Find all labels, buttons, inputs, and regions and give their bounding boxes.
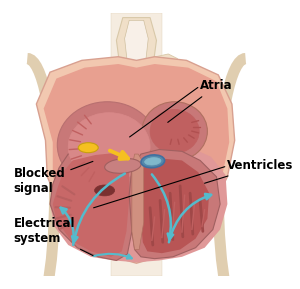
- Polygon shape: [111, 13, 162, 276]
- Ellipse shape: [105, 158, 141, 173]
- Polygon shape: [53, 153, 129, 257]
- Polygon shape: [124, 20, 148, 82]
- Text: Ventricles: Ventricles: [205, 159, 294, 183]
- Polygon shape: [116, 18, 156, 90]
- Ellipse shape: [78, 143, 98, 153]
- Polygon shape: [144, 54, 177, 79]
- Polygon shape: [132, 154, 144, 250]
- Text: Blocked
signal: Blocked signal: [14, 161, 93, 195]
- Polygon shape: [139, 159, 209, 253]
- Ellipse shape: [141, 155, 165, 168]
- Ellipse shape: [142, 102, 207, 161]
- Ellipse shape: [57, 102, 158, 188]
- Polygon shape: [36, 57, 235, 263]
- Text: Atria: Atria: [168, 79, 233, 122]
- Ellipse shape: [150, 110, 199, 153]
- Polygon shape: [147, 59, 173, 75]
- Ellipse shape: [94, 185, 115, 196]
- Polygon shape: [129, 149, 220, 259]
- Text: Electrical
system: Electrical system: [14, 217, 93, 255]
- Ellipse shape: [68, 113, 150, 181]
- Polygon shape: [50, 145, 227, 262]
- Polygon shape: [44, 64, 229, 257]
- Ellipse shape: [145, 158, 161, 165]
- Polygon shape: [50, 148, 135, 260]
